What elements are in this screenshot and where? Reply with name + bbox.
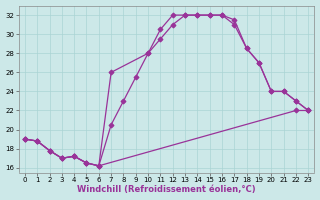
X-axis label: Windchill (Refroidissement éolien,°C): Windchill (Refroidissement éolien,°C) <box>77 185 256 194</box>
